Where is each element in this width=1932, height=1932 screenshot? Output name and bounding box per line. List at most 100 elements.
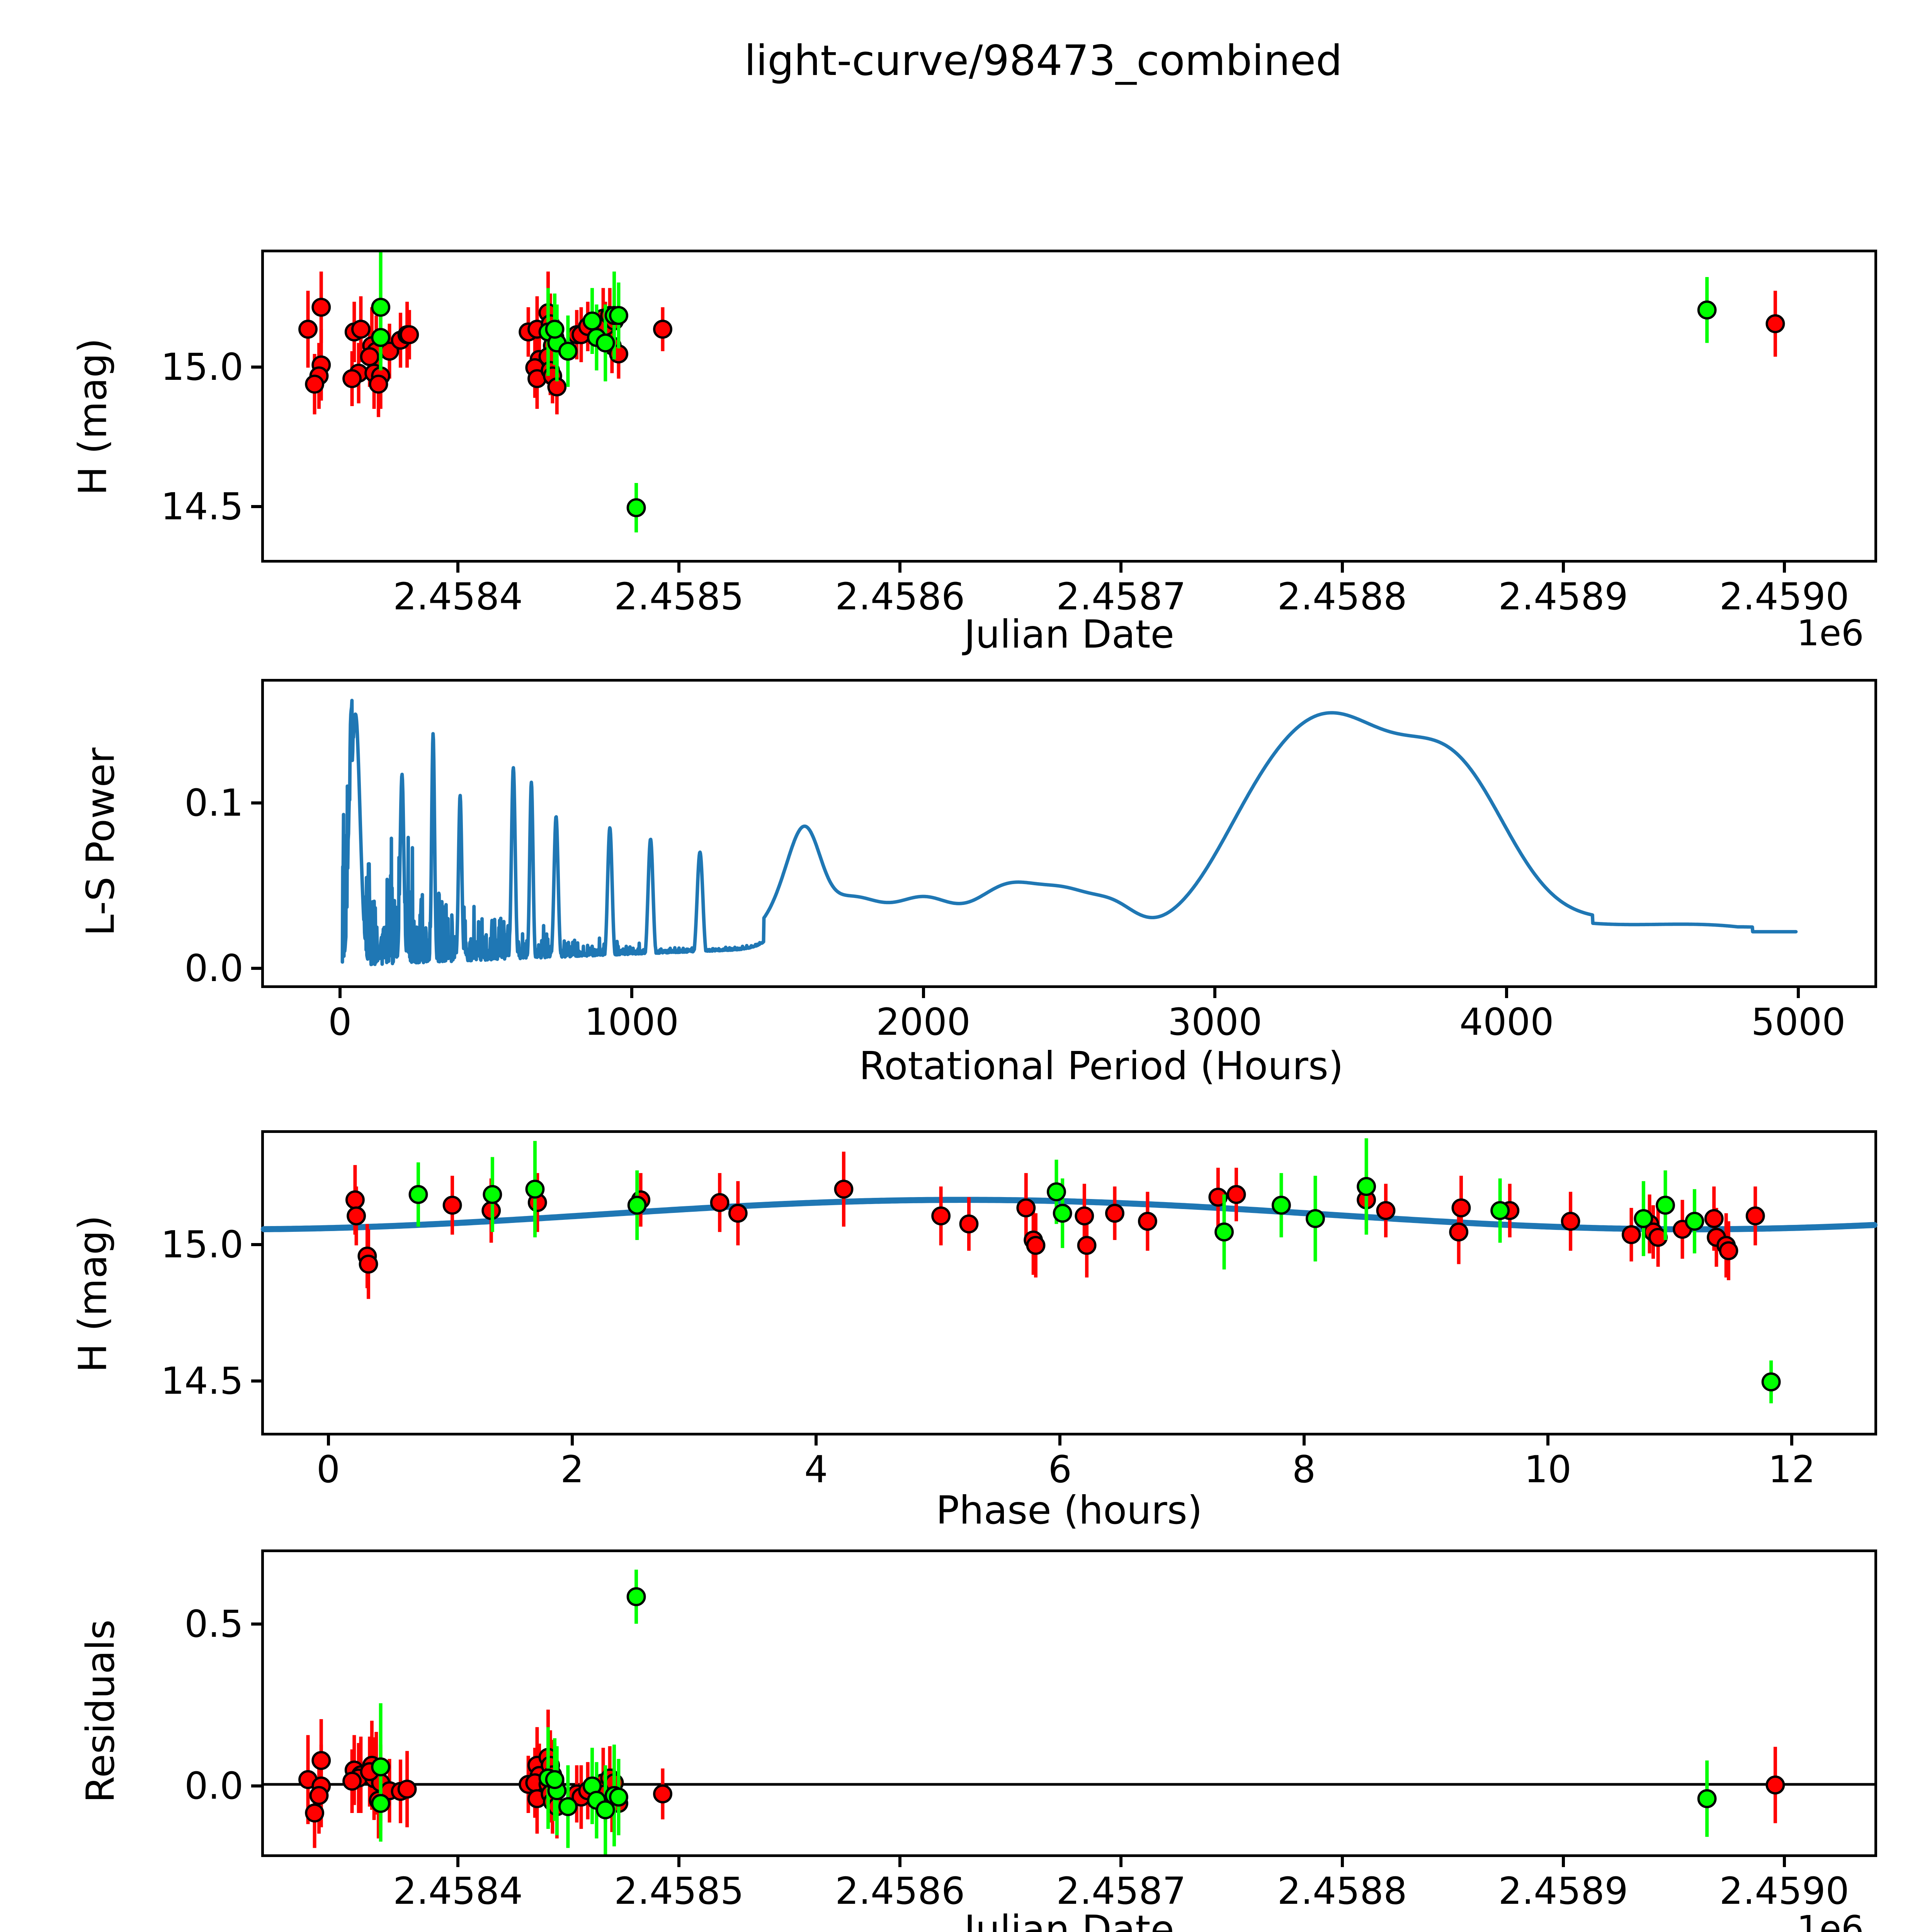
x-tick-mark — [677, 1857, 681, 1867]
data-point — [710, 1193, 730, 1212]
panel-phase-folded — [261, 1130, 1878, 1435]
data-point — [728, 1204, 748, 1223]
data-point — [1449, 1222, 1469, 1242]
x-tick-mark — [898, 1857, 902, 1867]
x-tick-mark — [456, 1857, 460, 1867]
y-tick-label: 14.5 — [161, 485, 243, 529]
axis-offset-panel1: 1e6 — [1797, 612, 1864, 654]
x-tick-mark — [1213, 988, 1217, 998]
axis-label-julian-date-panel4: Julian Date — [964, 1907, 1174, 1932]
x-tick-label: 2.4588 — [1277, 575, 1407, 618]
x-tick-mark — [456, 563, 460, 573]
x-tick-mark — [1782, 563, 1786, 573]
data-point — [311, 298, 331, 317]
data-point — [1451, 1198, 1471, 1218]
axis-offset-panel4: 1e6 — [1797, 1908, 1864, 1932]
data-point — [545, 1770, 565, 1789]
data-point — [371, 328, 391, 347]
figure-title: light-curve/98473_combined — [744, 37, 1342, 85]
x-tick-mark — [1561, 563, 1565, 573]
x-tick-label: 8 — [1292, 1448, 1316, 1491]
data-point — [1026, 1236, 1046, 1255]
y-tick-label: 0.5 — [184, 1602, 243, 1646]
x-tick-mark — [338, 988, 342, 998]
data-point — [351, 320, 371, 339]
data-point — [1697, 300, 1717, 320]
x-tick-mark — [1546, 1435, 1549, 1446]
data-point — [442, 1196, 462, 1215]
data-point — [1075, 1206, 1094, 1226]
data-point — [582, 311, 602, 331]
periodogram-curve — [340, 699, 1798, 966]
data-point — [347, 1206, 366, 1226]
data-point — [595, 1800, 615, 1820]
data-point — [1685, 1212, 1704, 1231]
x-tick-label: 12 — [1768, 1448, 1816, 1491]
x-tick-label: 1000 — [584, 1000, 679, 1044]
x-tick-label: 2.4589 — [1498, 1869, 1628, 1913]
data-point — [653, 1784, 672, 1804]
x-tick-mark — [1340, 1857, 1344, 1867]
data-point — [1745, 1206, 1765, 1226]
data-point — [1761, 1372, 1781, 1391]
data-point — [369, 374, 388, 394]
data-point — [1047, 1182, 1066, 1201]
y-tick-label: 15.0 — [161, 1223, 243, 1267]
y-tick-label: 0.0 — [184, 946, 243, 990]
data-point — [627, 1196, 647, 1215]
x-tick-label: 0 — [328, 1000, 352, 1044]
x-tick-label: 3000 — [1168, 1000, 1262, 1044]
x-tick-mark — [1782, 1857, 1786, 1867]
y-tick-mark — [251, 365, 261, 369]
data-point — [371, 1794, 391, 1813]
x-tick-label: 4 — [804, 1448, 828, 1491]
data-point — [1376, 1201, 1396, 1220]
axis-label-rotational-period: Rotational Period (Hours) — [859, 1043, 1344, 1088]
data-point — [359, 1254, 378, 1274]
data-point — [545, 320, 565, 339]
y-tick-label: 0.1 — [184, 781, 243, 825]
x-tick-mark — [570, 1435, 574, 1446]
data-point — [1656, 1196, 1675, 1215]
data-point — [1208, 1187, 1228, 1207]
data-point — [1138, 1212, 1157, 1231]
x-tick-label: 2.4586 — [835, 575, 965, 618]
data-point — [397, 1779, 417, 1799]
y-tick-label: 15.0 — [161, 345, 243, 389]
data-point — [483, 1185, 502, 1204]
x-tick-label: 0 — [316, 1448, 340, 1491]
data-point — [595, 333, 615, 353]
y-tick-mark — [251, 1784, 261, 1787]
data-point — [360, 347, 379, 366]
data-point — [1226, 1185, 1246, 1204]
data-point — [342, 369, 362, 388]
x-tick-label: 2.4585 — [614, 1869, 744, 1913]
axis-label-ls-power: L-S Power — [78, 747, 123, 936]
data-point — [309, 1786, 329, 1805]
data-point — [558, 342, 578, 361]
x-tick-label: 2.4590 — [1719, 575, 1849, 618]
y-tick-mark — [251, 505, 261, 509]
data-point — [558, 1797, 578, 1816]
x-tick-label: 2.4587 — [1056, 1869, 1186, 1913]
y-tick-mark — [251, 801, 261, 804]
panel-lomb-scargle — [261, 679, 1877, 988]
x-tick-mark — [1797, 988, 1800, 998]
series-green-band — [371, 252, 1717, 532]
data-point — [1357, 1177, 1376, 1196]
data-point — [1634, 1209, 1653, 1228]
data-point — [1765, 314, 1785, 333]
data-point — [371, 1757, 391, 1777]
data-point — [298, 320, 318, 339]
x-tick-label: 2.4589 — [1498, 575, 1628, 618]
x-tick-label: 6 — [1048, 1448, 1072, 1491]
x-tick-label: 10 — [1524, 1448, 1571, 1491]
y-tick-mark — [251, 966, 261, 970]
x-tick-mark — [1561, 1857, 1565, 1867]
x-tick-label: 4000 — [1459, 1000, 1554, 1044]
sinusoidal-fit-curve — [261, 1197, 1878, 1233]
data-point — [1697, 1789, 1717, 1808]
y-tick-label: 0.0 — [184, 1764, 243, 1808]
y-tick-mark — [251, 1622, 261, 1626]
